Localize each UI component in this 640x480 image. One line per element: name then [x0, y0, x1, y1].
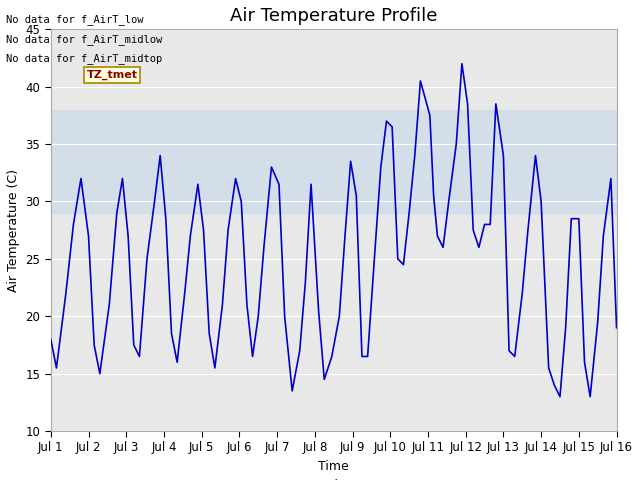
Text: No data for f_AirT_low: No data for f_AirT_low — [6, 14, 144, 25]
Text: TZ_tmet: TZ_tmet — [86, 70, 138, 80]
Text: No data for f_AirT_midtop: No data for f_AirT_midtop — [6, 53, 163, 64]
X-axis label: Time: Time — [318, 460, 349, 473]
Bar — [51, 109, 616, 213]
Legend: AirT 22m: AirT 22m — [280, 474, 388, 480]
Title: Air Temperature Profile: Air Temperature Profile — [230, 7, 437, 25]
Text: No data for f_AirT_midlow: No data for f_AirT_midlow — [6, 34, 163, 45]
Y-axis label: Air Temperature (C): Air Temperature (C) — [7, 168, 20, 292]
